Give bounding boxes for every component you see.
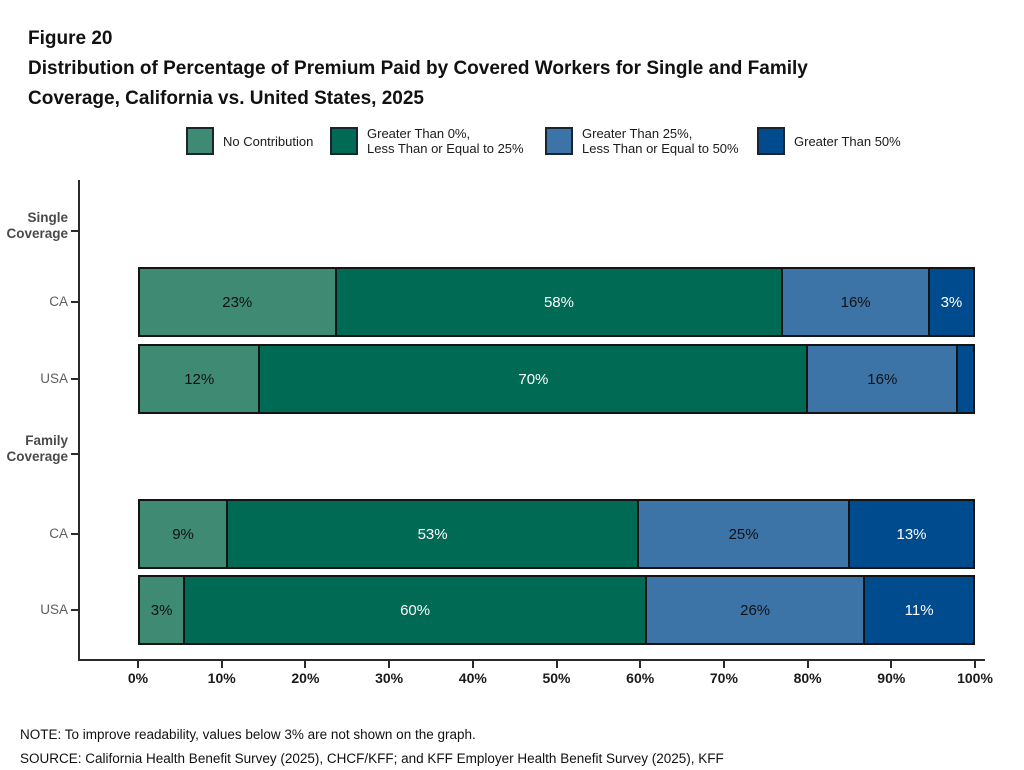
bar-segment: 16%	[808, 346, 959, 412]
bar-segment: 25%	[639, 501, 850, 567]
legend-label: Greater Than 25%, Less Than or Equal to …	[582, 126, 739, 156]
bar-segment: 16%	[783, 269, 930, 335]
x-axis-label: 40%	[458, 670, 487, 686]
bar-segment: 58%	[336, 269, 784, 335]
x-axis-tick	[304, 661, 307, 668]
group-label: Family Coverage	[6, 433, 68, 464]
y-axis-tick	[71, 378, 78, 380]
y-axis-tick	[71, 453, 78, 455]
x-axis-label: 70%	[709, 670, 738, 686]
bar-segment: 23%	[140, 269, 337, 335]
legend-item-0-to-25: Greater Than 0%, Less Than or Equal to 2…	[330, 126, 524, 156]
x-axis-label: 20%	[291, 670, 320, 686]
figure-number: Figure 20	[28, 28, 113, 49]
bar-segment: 3%	[140, 577, 186, 643]
legend-label: Greater Than 50%	[794, 133, 901, 149]
y-axis-tick	[71, 533, 78, 535]
bar-row: 3% 60% 26% 11%	[138, 575, 975, 645]
x-axis-tick	[639, 661, 642, 668]
x-axis-tick	[722, 661, 725, 668]
group-label: Single Coverage	[6, 210, 68, 241]
x-axis-tick	[471, 661, 474, 668]
legend-swatch-over-50	[757, 127, 785, 155]
bar-segment: 53%	[228, 501, 640, 567]
legend-label: Greater Than 0%, Less Than or Equal to 2…	[367, 126, 524, 156]
y-axis-tick	[71, 301, 78, 303]
legend-item-over-50: Greater Than 50%	[757, 126, 901, 156]
bar-segment	[958, 346, 973, 412]
bar-row: 23% 58% 16% 3%	[138, 267, 975, 337]
x-axis-label: 80%	[793, 670, 822, 686]
bar-segment: 26%	[647, 577, 866, 643]
source-text: SOURCE: California Health Benefit Survey…	[20, 751, 724, 766]
legend-swatch-no-contribution	[186, 127, 214, 155]
bar-segment: 11%	[865, 577, 973, 643]
bar-row: 12% 70% 16%	[138, 344, 975, 414]
bar-segment: 60%	[185, 577, 647, 643]
y-axis-tick	[71, 609, 78, 611]
figure-title-line-1: Distribution of Percentage of Premium Pa…	[28, 58, 808, 79]
bar-segment: 13%	[850, 501, 974, 567]
plot-area: Single Coverage CA 23% 58% 16% 3% USA 12% 70% 16%…	[6, 180, 993, 686]
x-axis-label: 30%	[375, 670, 404, 686]
x-axis-tick	[890, 661, 893, 668]
legend-swatch-0-to-25	[330, 127, 358, 155]
x-axis-label: 90%	[877, 670, 906, 686]
x-axis-label: 50%	[542, 670, 571, 686]
legend-item-no-contribution: No Contribution	[186, 126, 313, 156]
figure-title-line-2: Coverage, California vs. United States, …	[28, 88, 424, 109]
x-axis-tick	[806, 661, 809, 668]
x-axis-tick	[388, 661, 391, 668]
row-label: CA	[49, 294, 68, 309]
bar-row: 9% 53% 25% 13%	[138, 499, 975, 569]
row-label: USA	[40, 602, 68, 617]
x-axis-tick	[974, 661, 976, 668]
note-text: NOTE: To improve readability, values bel…	[20, 727, 476, 742]
bar-segment: 9%	[140, 501, 229, 567]
x-axis-label: 100%	[957, 670, 993, 686]
x-axis-label: 0%	[127, 670, 149, 686]
x-axis-tick	[137, 661, 139, 668]
legend-swatch-25-to-50	[545, 127, 573, 155]
row-label: CA	[49, 526, 68, 541]
legend-item-25-to-50: Greater Than 25%, Less Than or Equal to …	[545, 126, 739, 156]
figure-title-block: Figure 20 Distribution of Percentage of …	[28, 24, 948, 114]
legend-label: No Contribution	[223, 133, 314, 149]
bar-segment: 12%	[140, 346, 261, 412]
x-axis-label: 10%	[207, 670, 236, 686]
bar-segment: 3%	[929, 269, 973, 335]
x-axis-label: 60%	[626, 670, 655, 686]
x-axis-tick	[220, 661, 223, 668]
y-axis-tick	[71, 230, 78, 232]
x-axis-tick	[555, 661, 558, 668]
bar-segment: 70%	[260, 346, 809, 412]
row-label: USA	[40, 371, 68, 386]
